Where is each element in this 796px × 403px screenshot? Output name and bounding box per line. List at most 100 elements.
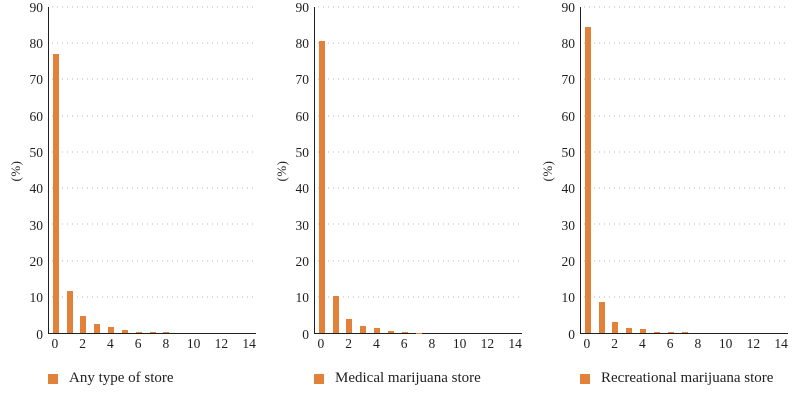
gridline bbox=[52, 223, 256, 225]
bar bbox=[401, 332, 408, 333]
gridline bbox=[584, 6, 788, 8]
plot-row: (%) 0 10 20 30 40 50 60 70 80 90 bbox=[540, 0, 788, 340]
bar bbox=[94, 324, 101, 333]
y-tick-label: 80 bbox=[561, 35, 576, 51]
x-tick-label: 4 bbox=[639, 336, 646, 351]
gridline bbox=[584, 187, 788, 189]
y-tick-label: 80 bbox=[29, 35, 44, 51]
x-axis-tick-labels: 0 2 4 6 8 10 12 14 bbox=[48, 337, 256, 357]
bar bbox=[66, 291, 73, 333]
bar bbox=[598, 301, 605, 333]
x-tick-label: 2 bbox=[79, 336, 87, 351]
legend: Recreational marijuana store bbox=[580, 371, 788, 386]
y-axis-title-column: (%) bbox=[274, 7, 290, 334]
y-tick-label: 10 bbox=[295, 289, 310, 305]
bar bbox=[584, 26, 591, 333]
bar bbox=[360, 326, 367, 333]
bar bbox=[52, 54, 59, 333]
x-tick-label: 12 bbox=[480, 336, 495, 351]
gridline bbox=[584, 42, 788, 44]
y-tick-label: 60 bbox=[295, 108, 310, 124]
y-tick-label: 40 bbox=[561, 180, 576, 196]
y-tick-label: 40 bbox=[29, 180, 44, 196]
bar bbox=[163, 332, 170, 333]
legend-label: Medical marijuana store bbox=[335, 370, 481, 386]
gridline bbox=[318, 6, 522, 8]
bar bbox=[318, 41, 325, 333]
x-tick-label: 14 bbox=[508, 336, 522, 351]
y-tick-label: 30 bbox=[29, 217, 44, 233]
y-tick-label: 70 bbox=[295, 71, 310, 87]
gridline bbox=[318, 187, 522, 189]
gridline bbox=[318, 115, 522, 117]
bar bbox=[667, 332, 674, 333]
bar bbox=[135, 331, 142, 333]
x-tick-label: 6 bbox=[666, 336, 674, 351]
x-tick-label: 10 bbox=[452, 336, 467, 351]
legend: Medical marijuana store bbox=[314, 371, 522, 386]
bar bbox=[626, 328, 633, 333]
bar bbox=[346, 318, 353, 333]
y-tick-label: 60 bbox=[29, 108, 44, 124]
bar bbox=[332, 295, 339, 333]
bar bbox=[681, 332, 688, 333]
y-tick-label: 70 bbox=[29, 71, 44, 87]
bar bbox=[121, 329, 128, 333]
legend-swatch-icon bbox=[580, 373, 590, 384]
gridline bbox=[318, 223, 522, 225]
y-tick-label: 20 bbox=[561, 253, 576, 269]
gridline bbox=[318, 78, 522, 80]
plot-row: (%) 0 10 20 30 40 50 60 70 80 90 bbox=[8, 0, 256, 340]
y-tick-label: 60 bbox=[561, 108, 576, 124]
gridline bbox=[318, 296, 522, 298]
plot-area bbox=[314, 6, 522, 334]
gridline bbox=[52, 187, 256, 189]
plot-area bbox=[48, 6, 256, 334]
x-tick-label: 0 bbox=[51, 336, 59, 351]
y-tick-label: 0 bbox=[568, 326, 575, 342]
gridline bbox=[52, 42, 256, 44]
y-tick-label: 0 bbox=[36, 326, 43, 342]
bar bbox=[612, 321, 619, 333]
y-tick-label: 0 bbox=[302, 326, 309, 342]
y-tick-label: 40 bbox=[295, 180, 310, 196]
plot-area bbox=[580, 6, 788, 334]
bar bbox=[374, 328, 381, 333]
x-axis-tick-labels: 0 2 4 6 8 10 12 14 bbox=[314, 337, 522, 357]
x-tick-label: 10 bbox=[186, 336, 201, 351]
y-axis-tick-labels: 0 10 20 30 40 50 60 70 80 90 bbox=[556, 0, 580, 340]
gridline bbox=[52, 115, 256, 117]
bar bbox=[653, 331, 660, 333]
x-tick-label: 14 bbox=[242, 336, 256, 351]
x-tick-label: 8 bbox=[428, 336, 436, 351]
legend-label: Recreational marijuana store bbox=[601, 370, 774, 386]
gridline bbox=[584, 151, 788, 153]
figure: (%) 0 10 20 30 40 50 60 70 80 90 0 2 4 6 8 10 12 14 Any … bbox=[8, 0, 788, 386]
bar bbox=[149, 331, 156, 333]
legend: Any type of store bbox=[48, 371, 256, 386]
x-tick-label: 12 bbox=[746, 336, 761, 351]
gridline bbox=[584, 296, 788, 298]
gridline bbox=[318, 42, 522, 44]
gridline bbox=[584, 115, 788, 117]
gridline bbox=[52, 296, 256, 298]
chart-panel: (%) 0 10 20 30 40 50 60 70 80 90 0 2 4 6 8 10 12 14 Recr… bbox=[540, 0, 788, 386]
x-tick-label: 6 bbox=[134, 336, 142, 351]
x-tick-label: 8 bbox=[162, 336, 170, 351]
x-tick-label: 0 bbox=[583, 336, 591, 351]
gridline bbox=[318, 260, 522, 262]
x-tick-label: 12 bbox=[214, 336, 229, 351]
y-tick-label: 30 bbox=[295, 217, 310, 233]
bar bbox=[640, 329, 647, 333]
gridline bbox=[52, 260, 256, 262]
y-axis-title: (%) bbox=[540, 160, 555, 181]
y-tick-label: 80 bbox=[295, 35, 310, 51]
gridline bbox=[584, 223, 788, 225]
x-tick-label: 14 bbox=[774, 336, 788, 351]
gridline bbox=[52, 6, 256, 8]
x-tick-label: 0 bbox=[317, 336, 325, 351]
x-tick-label: 10 bbox=[718, 336, 733, 351]
y-tick-label: 90 bbox=[29, 0, 44, 15]
gridline bbox=[318, 151, 522, 153]
y-axis-title-column: (%) bbox=[8, 7, 24, 334]
